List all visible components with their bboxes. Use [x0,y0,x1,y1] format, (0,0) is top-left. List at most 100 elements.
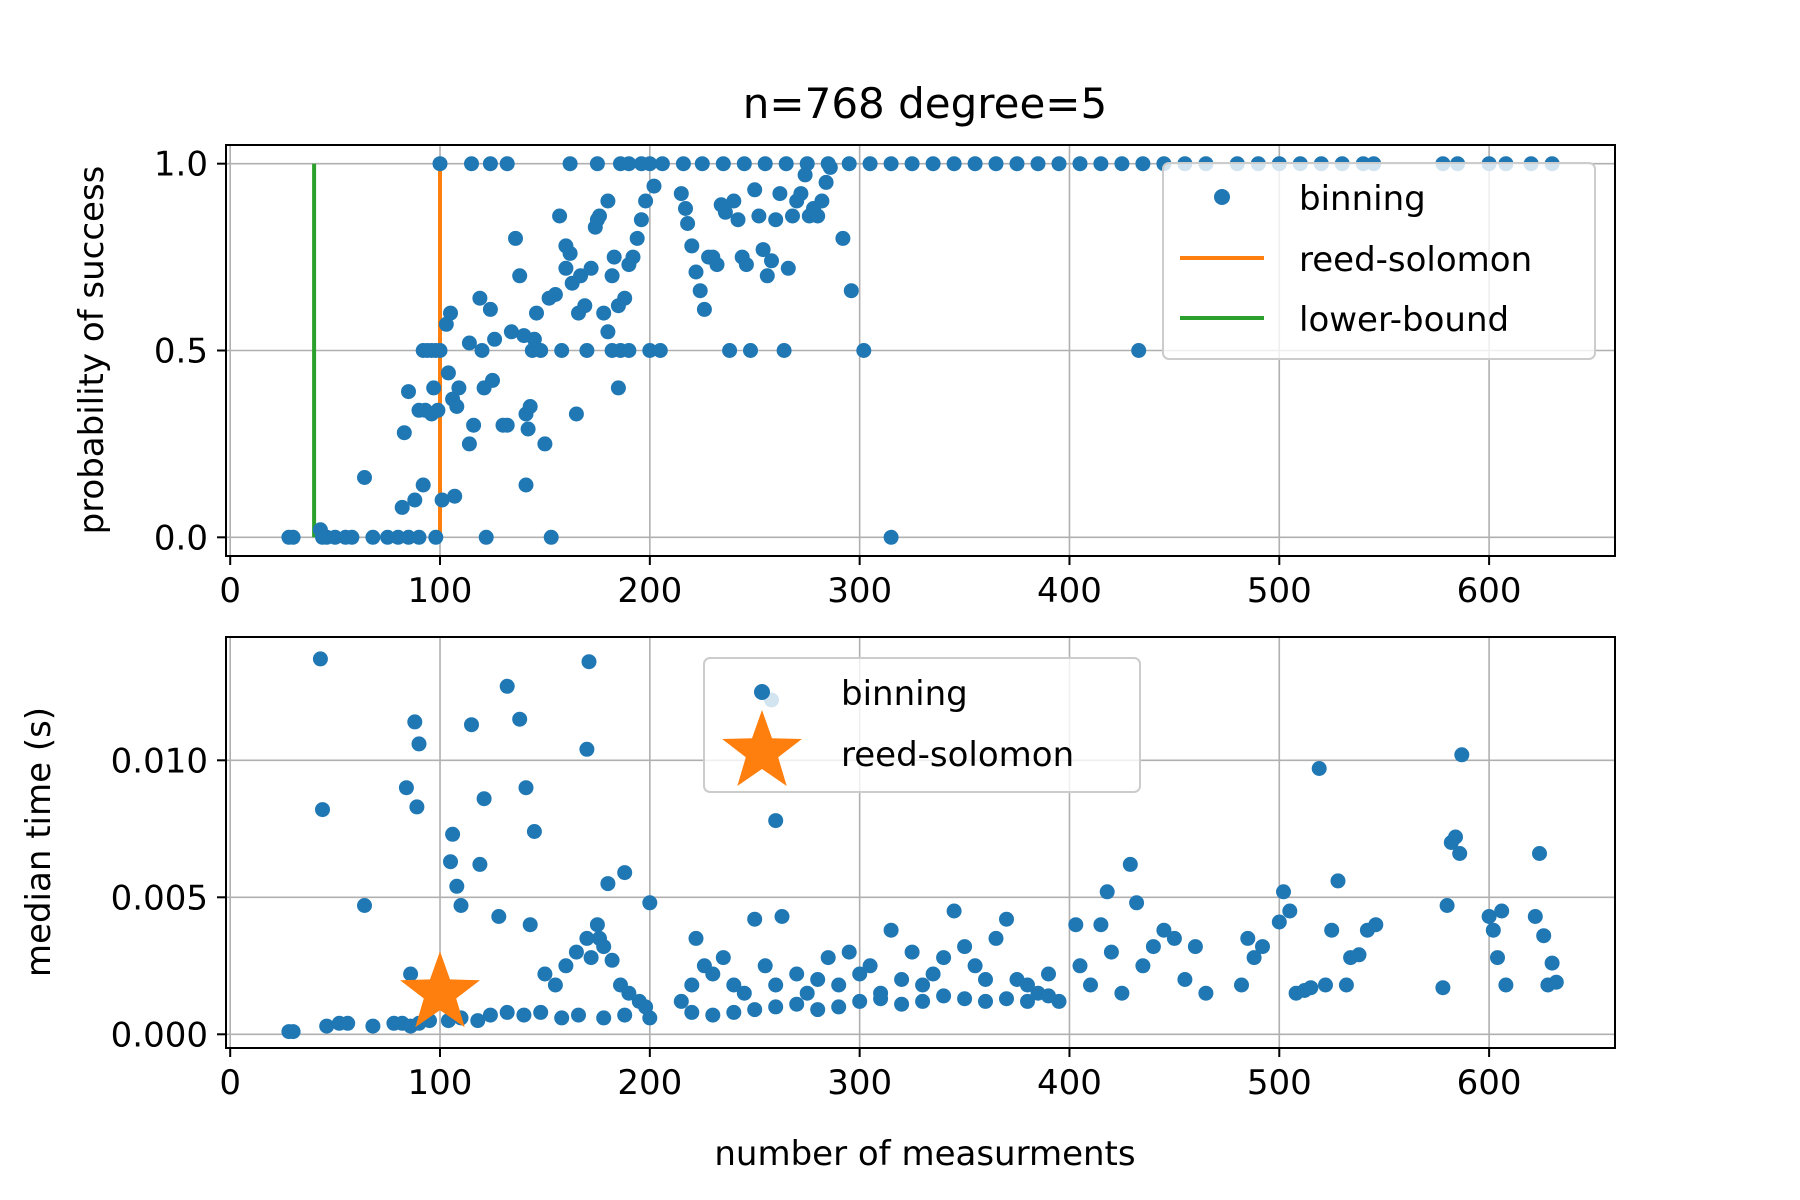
bottom-binning-point [768,977,784,993]
subplot-top: n=768 degree=5 0 100 200 300 400 500 600 0.0 0.5… [72,79,1616,611]
top-binning-point [499,156,515,172]
bottom-binning-point [1324,922,1340,938]
bottom-binning-point [472,856,488,872]
top-binning-point [1131,343,1147,358]
bottom-binning-point [810,1002,826,1018]
top-binning-point [1072,156,1088,172]
bottom-ylabel: median time (s) [19,707,59,977]
bottom-binning-point [684,977,700,993]
bottom-binning-point [1020,977,1035,993]
bottom-binning-point [957,939,973,955]
top-binning-point [592,208,607,224]
top-ytick-label: 0.0 [154,518,208,558]
top-binning-point [810,208,826,224]
top-binning-point [678,201,693,216]
bottom-xtick-label: 500 [1247,1063,1312,1103]
bottom-legend-binning-label: binning [841,674,968,714]
bottom-binning-point [1246,950,1262,966]
top-binning-point [776,343,792,358]
bottom-binning-point [499,678,515,694]
bottom-binning-point [1452,846,1468,861]
bottom-binning-point [518,780,534,796]
bottom-legend: binning reed-solomon [703,657,1141,793]
bottom-binning-point [411,736,427,752]
bottom-binning-point [617,865,633,881]
top-binning-point [466,417,482,433]
bottom-binning-point [1187,939,1203,955]
top-binning-point [533,343,549,358]
top-binning-point [736,156,752,172]
bottom-binning-point [1544,955,1560,971]
top-xtick-label: 500 [1247,571,1312,611]
bottom-binning-point [1093,917,1109,933]
top-binning-point [485,372,500,388]
bottom-binning-point [1156,922,1172,938]
bottom-binning-point [1448,829,1463,845]
top-binning-point [285,529,301,545]
bottom-binning-point [600,876,616,892]
bottom-binning-point [537,966,553,982]
top-legend-binning-marker [1214,189,1230,205]
bottom-binning-point [967,958,983,974]
top-binning-point [472,290,488,306]
bottom-binning-point [1255,939,1270,955]
bottom-binning-point [904,944,920,960]
bottom-binning-point [673,993,689,1009]
bottom-binning-point [581,654,597,670]
bottom-binning-point [736,985,752,1001]
bottom-xtick-label: 400 [1037,1063,1102,1103]
bottom-binning-point [894,996,910,1012]
bottom-binning-point [445,826,461,842]
top-binning-point [709,257,725,273]
top-binning-point [478,529,494,545]
bottom-binning-point [768,999,784,1015]
top-binning-point [526,331,542,347]
top-binning-point [768,212,784,228]
top-binning-point [904,156,920,172]
top-binning-point [764,253,779,269]
bottom-xtick-label: 300 [827,1063,892,1103]
top-binning-point [751,208,767,224]
top-binning-point [600,324,616,340]
top-binning-point [415,477,431,493]
bottom-binning-point [978,972,993,987]
bottom-legend-binning-marker [754,684,770,700]
top-binning-point [738,257,754,273]
bottom-binning-point [1435,980,1451,996]
top-binning-point [522,399,538,414]
top-binning-point [554,343,570,358]
bottom-binning-point [831,999,847,1015]
top-binning-point [482,301,498,317]
bottom-binning-point [1122,856,1138,872]
bottom-binning-point [568,944,584,960]
top-binning-point [799,156,815,172]
bottom-binning-point [449,878,465,894]
bottom-binning-point [883,922,899,938]
top-binning-point [573,268,589,284]
top-binning-point [1009,156,1025,172]
bottom-binning-point [596,939,612,955]
top-binning-point [696,301,712,317]
top-binning-point [642,156,658,172]
top-binning-point [629,230,645,246]
bottom-binning-point [915,977,931,993]
top-xtick-label: 300 [827,571,892,611]
top-binning-point [604,268,620,284]
top-xtick-label: 100 [408,571,473,611]
top-legend-binning-label: binning [1299,179,1426,219]
top-binning-point [449,399,465,414]
top-binning-point [780,260,796,276]
top-binning-point [447,488,463,504]
bottom-binning-point [1368,917,1384,933]
bottom-binning-point [409,799,425,815]
top-binning-point [562,245,578,261]
bottom-binning-point [1083,977,1098,993]
bottom-binning-point [1527,909,1543,924]
top-legend-box [1162,162,1596,360]
bottom-series [281,651,1564,1040]
bottom-binning-point [1271,914,1287,930]
bottom-binning-point [365,1018,381,1034]
bottom-binning-point [533,1004,549,1020]
bottom-binning-point [820,950,836,966]
chart-title: n=768 degree=5 [743,79,1107,128]
